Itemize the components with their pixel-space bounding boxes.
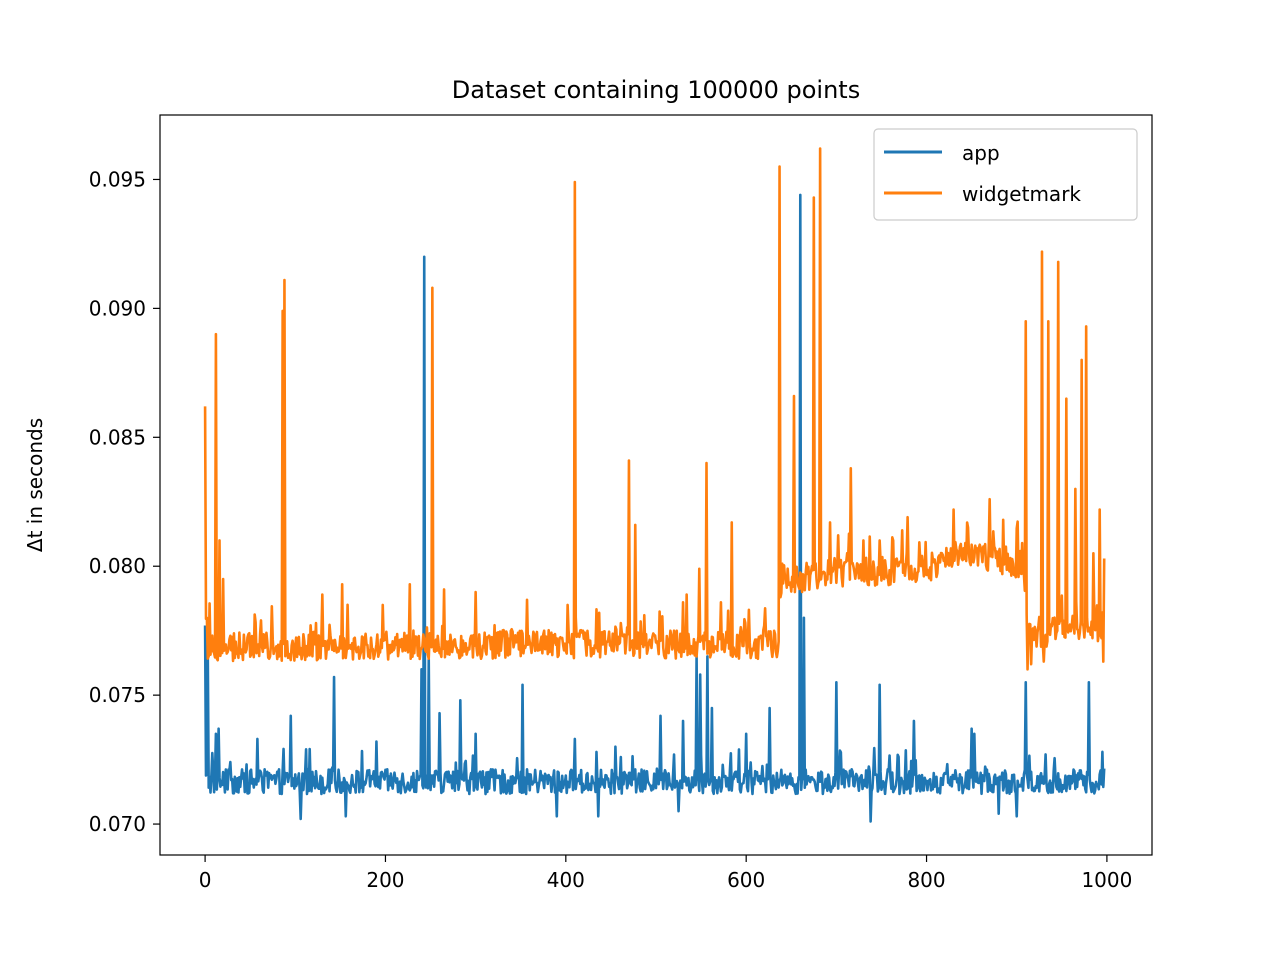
x-tick-label: 600 [727,868,765,892]
series-line-widgetmark [203,147,1106,671]
x-tick-label: 0 [199,868,212,892]
legend-label-app: app [962,141,1000,165]
chart-title: Dataset containing 100000 points [452,76,860,104]
plot-area [159,114,1153,856]
legend-label-widgetmark: widgetmark [962,182,1081,206]
y-axis: 0.070 0.075 0.080 0.085 0.090 0.095 [89,167,160,836]
x-tick-label: 200 [366,868,404,892]
series-layer [203,147,1106,823]
legend-box [873,128,1138,221]
plot-frame [160,115,1152,855]
legend: app widgetmark [873,128,1138,221]
y-tick-label: 0.070 [89,812,146,836]
y-tick-label: 0.080 [89,554,146,578]
y-tick-label: 0.090 [89,296,146,320]
x-tick-label: 800 [907,868,945,892]
plot-border [159,114,1153,856]
series-line-app [203,193,1106,823]
x-tick-label: 400 [547,868,585,892]
y-tick-label: 0.075 [89,683,146,707]
x-tick-label: 1000 [1081,868,1132,892]
y-tick-label: 0.085 [89,425,146,449]
y-tick-label: 0.095 [89,167,146,191]
y-axis-label: Δt in seconds [23,418,47,552]
x-axis: 0 200 400 600 800 1000 [199,855,1132,892]
